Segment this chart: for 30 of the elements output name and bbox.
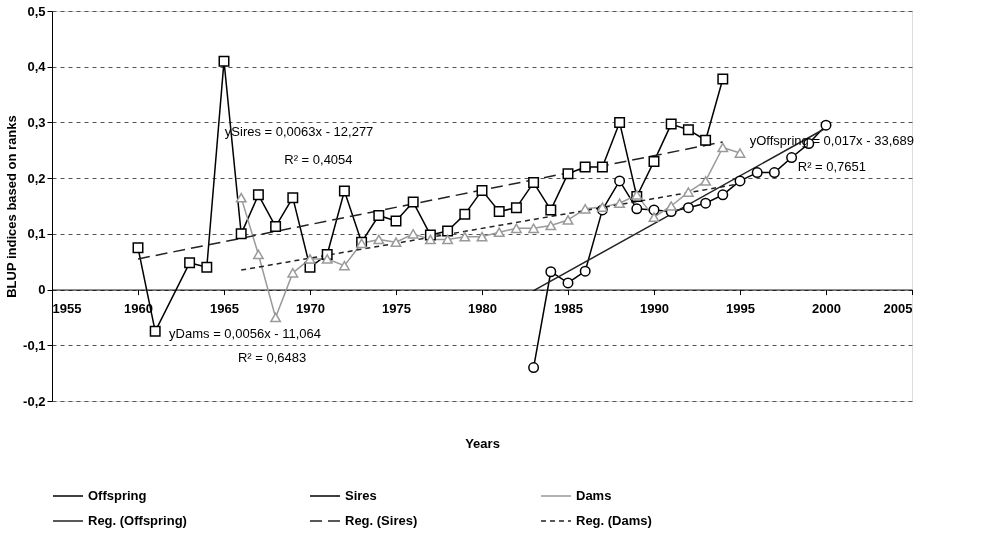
x-tick-label: 1995 xyxy=(726,301,755,317)
legend-label: Offspring xyxy=(88,488,147,503)
y-tick-label: 0,5 xyxy=(27,3,46,19)
y-axis-title: BLUP indices based on ranks xyxy=(4,115,20,298)
legend-label: Reg. (Dams) xyxy=(576,513,652,528)
legend-label: Dams xyxy=(576,488,612,503)
annotation: R² = 0,6483 xyxy=(237,350,307,366)
x-tick-label: 1970 xyxy=(296,301,325,317)
annotation: R² = 0,7651 xyxy=(797,158,867,174)
legend-label: Sires xyxy=(345,488,377,503)
y-tick-label: 0,3 xyxy=(27,114,46,130)
y-tick-label: 0 xyxy=(38,282,46,298)
x-tick-label: 2000 xyxy=(812,301,841,317)
x-tick-label: 1975 xyxy=(382,301,411,317)
y-tick-label: 0,4 xyxy=(27,59,47,75)
x-tick-label: 1965 xyxy=(210,301,239,317)
y-tick-label: 0,2 xyxy=(27,170,46,186)
x-tick-label: 1985 xyxy=(554,301,583,317)
legend-label: Reg. (Offspring) xyxy=(88,513,187,528)
annotation: yDams = 0,0056x - 11,064 xyxy=(169,326,321,342)
x-axis-title: Years xyxy=(465,435,500,451)
legend-label: Reg. (Sires) xyxy=(345,513,418,528)
annotation: R² = 0,4054 xyxy=(284,151,353,167)
x-tick-label: 2005 xyxy=(883,301,913,317)
x-tick-label: 1990 xyxy=(640,301,669,317)
x-tick-label: 1980 xyxy=(468,301,497,317)
y-tick-label: -0,2 xyxy=(23,393,46,409)
x-tick-label: 1955 xyxy=(52,301,82,317)
y-tick-label: -0,1 xyxy=(23,337,46,353)
y-tick-label: 0,1 xyxy=(27,226,46,242)
